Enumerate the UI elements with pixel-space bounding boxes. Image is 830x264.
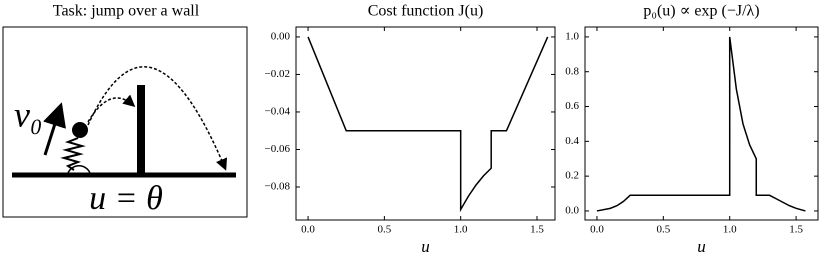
data-line	[596, 36, 806, 212]
y-tick-label: −0.06	[265, 143, 291, 155]
y-tick-label: 1.0	[565, 30, 579, 42]
chart-title: Cost function J(u)	[368, 3, 484, 20]
x-axis-label: u	[421, 237, 430, 256]
jumper-head	[72, 122, 88, 138]
diagram-frame	[2, 26, 248, 218]
short-trajectory	[87, 94, 136, 123]
y-tick-label: −0.04	[265, 105, 291, 117]
x-tick-label: 1.0	[454, 224, 468, 236]
y-tick-label: 0.00	[271, 30, 291, 42]
y-tick-label: −0.08	[265, 181, 291, 193]
long-trajectory	[87, 66, 228, 171]
data-line	[307, 36, 549, 213]
x-tick-label: 1.5	[530, 224, 544, 236]
x-axis-label: u	[697, 237, 706, 256]
x-tick-label: 0.0	[301, 224, 315, 236]
x-tick-label: 0.5	[377, 224, 391, 236]
x-tick-label: 1.0	[723, 224, 737, 236]
diagram-title: Task: jump over a wall	[53, 3, 200, 20]
y-tick-label: 0.2	[565, 170, 579, 182]
velocity-label: v₀	[14, 94, 43, 134]
jumper-spring	[60, 137, 86, 171]
y-tick-label: 0.4	[565, 135, 579, 147]
plot-frame	[584, 26, 819, 221]
chart-title: p₀(u) ∝ exp (−J/λ)	[643, 3, 759, 20]
control-label: u = θ	[89, 180, 163, 217]
x-tick-label: 0.5	[656, 224, 670, 236]
x-tick-label: 1.5	[789, 224, 803, 236]
wall	[137, 85, 145, 175]
task-diagram: Task: jump over a wall v₀ u = θ	[2, 3, 248, 218]
y-tick-label: 0.0	[565, 204, 579, 216]
plot-frame	[295, 26, 556, 221]
y-tick-label: 0.8	[565, 65, 579, 77]
velocity-arrow	[43, 102, 66, 156]
y-tick-label: −0.02	[265, 68, 290, 80]
x-tick-label: 0.0	[590, 224, 604, 236]
y-tick-label: 0.6	[565, 100, 579, 112]
angle-arc	[67, 165, 91, 174]
